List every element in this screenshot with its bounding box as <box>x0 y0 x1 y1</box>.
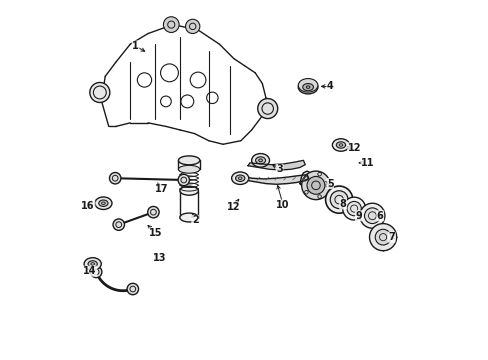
Ellipse shape <box>178 156 200 165</box>
Circle shape <box>178 174 189 186</box>
Ellipse shape <box>235 175 244 181</box>
Circle shape <box>185 19 200 33</box>
Text: 4: 4 <box>326 81 333 91</box>
Circle shape <box>306 176 324 194</box>
Text: 12: 12 <box>226 202 240 212</box>
Text: 14: 14 <box>83 266 97 276</box>
Ellipse shape <box>84 258 101 270</box>
Text: 12: 12 <box>347 143 361 153</box>
Circle shape <box>127 283 138 295</box>
Text: 1: 1 <box>132 41 139 51</box>
Ellipse shape <box>255 157 265 164</box>
Circle shape <box>359 203 384 228</box>
Text: 10: 10 <box>276 200 289 210</box>
Ellipse shape <box>298 80 317 94</box>
Ellipse shape <box>336 142 345 148</box>
Polygon shape <box>299 171 328 191</box>
Polygon shape <box>247 160 305 170</box>
Ellipse shape <box>95 197 112 210</box>
Circle shape <box>342 197 365 220</box>
Ellipse shape <box>99 200 108 206</box>
Circle shape <box>163 17 179 32</box>
Circle shape <box>113 219 124 230</box>
Circle shape <box>147 206 159 218</box>
Ellipse shape <box>298 78 317 92</box>
Circle shape <box>90 266 102 278</box>
Circle shape <box>301 171 329 200</box>
Text: 17: 17 <box>155 184 168 194</box>
Circle shape <box>90 82 110 103</box>
Circle shape <box>374 229 390 245</box>
Text: 2: 2 <box>191 215 198 225</box>
Circle shape <box>109 172 121 184</box>
Polygon shape <box>238 175 308 184</box>
Text: 7: 7 <box>387 232 394 242</box>
Ellipse shape <box>178 165 200 173</box>
Circle shape <box>364 208 380 224</box>
Circle shape <box>346 202 361 216</box>
Ellipse shape <box>332 139 349 151</box>
Text: 9: 9 <box>355 211 362 221</box>
Circle shape <box>257 99 277 118</box>
Circle shape <box>369 224 396 251</box>
Ellipse shape <box>251 154 269 167</box>
Ellipse shape <box>180 213 198 222</box>
Circle shape <box>325 186 352 213</box>
Text: 15: 15 <box>149 228 163 238</box>
Ellipse shape <box>180 186 198 195</box>
Text: 16: 16 <box>81 201 95 211</box>
Text: 8: 8 <box>339 199 346 209</box>
Text: 3: 3 <box>276 164 282 174</box>
Text: 6: 6 <box>376 211 383 221</box>
Text: 5: 5 <box>326 179 333 189</box>
Text: 13: 13 <box>152 252 166 262</box>
Text: 11: 11 <box>360 158 374 168</box>
Ellipse shape <box>302 84 313 91</box>
Ellipse shape <box>88 261 97 267</box>
Ellipse shape <box>231 172 248 184</box>
Circle shape <box>329 191 347 208</box>
